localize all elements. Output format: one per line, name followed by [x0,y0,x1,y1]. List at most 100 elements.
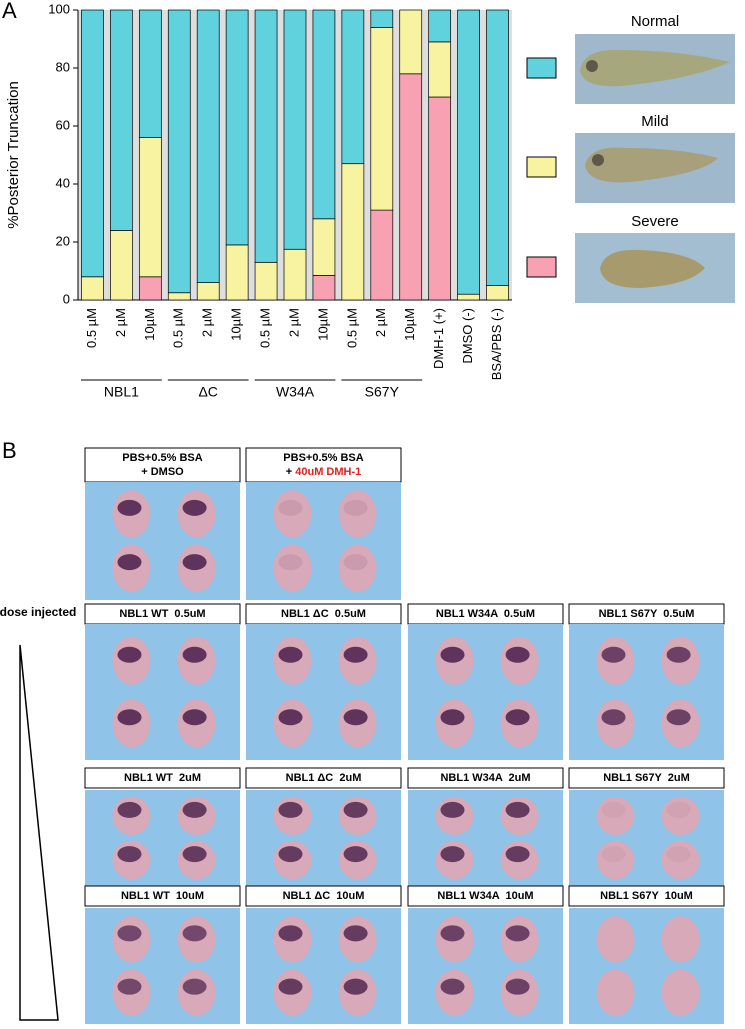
label-box [568,885,725,907]
condition-label: NBL1 WT 0.5uM [119,608,205,620]
group-label: S67Y [365,384,400,400]
embryo [338,490,377,538]
group-label: NBL1 [104,384,139,400]
embryo-stain [182,709,207,726]
x-tick-label: DMSO (-) [460,308,475,364]
embryo-stain [601,709,626,726]
label-box [245,447,402,483]
bar-segment [428,41,452,98]
embryo-stain [505,709,530,726]
y-tick-label: 0 [63,291,70,306]
embryo-stain [601,801,626,818]
embryo-stain [117,801,142,818]
embryo-photo [85,482,240,600]
embryo-photo [246,482,401,600]
embryo-stain [505,646,530,663]
embryo-stain [182,801,207,818]
bar-segment [138,276,162,301]
condition-label: NBL1 ΔC 10uM [283,890,365,902]
label-box [84,885,241,907]
embryo-photo [408,908,563,1024]
embryo-stain [440,846,465,863]
embryo-stain [666,846,691,863]
panel-label: A [2,0,17,23]
condition-label: NBL1 S67Y 0.5uM [599,608,695,620]
control-label-part: + DMSO [141,466,184,478]
control-label-part: + [286,466,295,478]
bar-segment [428,96,452,301]
embryo-stain [343,646,368,663]
embryo-stain [505,846,530,863]
embryo-photo [85,624,240,760]
legend-label: Severe [631,213,679,230]
bar-segment [341,9,365,165]
embryo-photo [408,624,563,760]
legend-swatch [526,156,557,178]
embryo-photo [246,790,401,886]
dose-label: dose injected [0,605,76,619]
condition-label: NBL1 WT 2uM [124,772,201,784]
y-tick-label: 80 [56,59,70,74]
photo-background [85,482,240,600]
photo-background [408,790,563,886]
embryo-stain [278,925,303,942]
condition-label: NBL1 ΔC 2uM [286,772,362,784]
embryo-photo [569,908,724,1024]
embryo-stain [117,846,142,863]
embryo-stain [182,846,207,863]
x-tick-label: 2 µM [373,308,388,337]
embryo [661,840,700,880]
embryo-stain [117,709,142,726]
embryo [596,796,635,836]
panel-label: B [2,438,17,463]
embryo-stain [278,801,303,818]
bar-segment [225,244,249,301]
embryo-stain [117,978,142,995]
x-tick-label: 2 µM [200,308,215,337]
embryo-stain [666,646,691,663]
embryo-stain [117,499,142,516]
embryo [273,490,312,538]
embryo-stain [278,646,303,663]
x-tick-label: 10µM [402,308,417,341]
control-label: PBS+0.5% BSA [283,452,363,464]
embryo-stain [440,925,465,942]
bar-segment [225,9,249,246]
control-label-highlight: 40uM DMH-1 [295,466,361,478]
embryo-photo [569,790,724,886]
label-box [407,885,564,907]
photo-background [85,790,240,886]
photo-background [85,624,240,760]
label-box [84,767,241,789]
photo-background [85,908,240,1024]
bar-segment [457,293,480,301]
bar-segment [312,218,336,276]
legend-label: Mild [641,113,669,130]
photo-background [569,790,724,886]
x-tick-label: 2 µM [286,308,301,337]
embryo-stain [343,846,368,863]
bar-segment [196,9,220,283]
label-box [245,885,402,907]
embryo-stain [440,978,465,995]
x-tick-label: 10µM [229,308,244,341]
embryo-photo [246,624,401,760]
bar-segment [312,9,336,220]
photo-background [246,482,401,600]
condition-label: NBL1 WT 10uM [121,890,204,902]
bar-segment [312,275,336,301]
embryo-stain [440,709,465,726]
embryo-stain [278,554,303,571]
embryo-stain [182,499,207,516]
embryo [661,969,700,1016]
legend-label: Normal [631,13,679,30]
embryo-stain [117,925,142,942]
embryo-stain [343,554,368,571]
bar-segment [399,9,423,75]
photo-background [246,624,401,760]
dose-triangle [19,644,59,1021]
bar-segment [254,261,278,301]
legend-swatch [526,57,557,79]
bar-segment [457,9,480,295]
